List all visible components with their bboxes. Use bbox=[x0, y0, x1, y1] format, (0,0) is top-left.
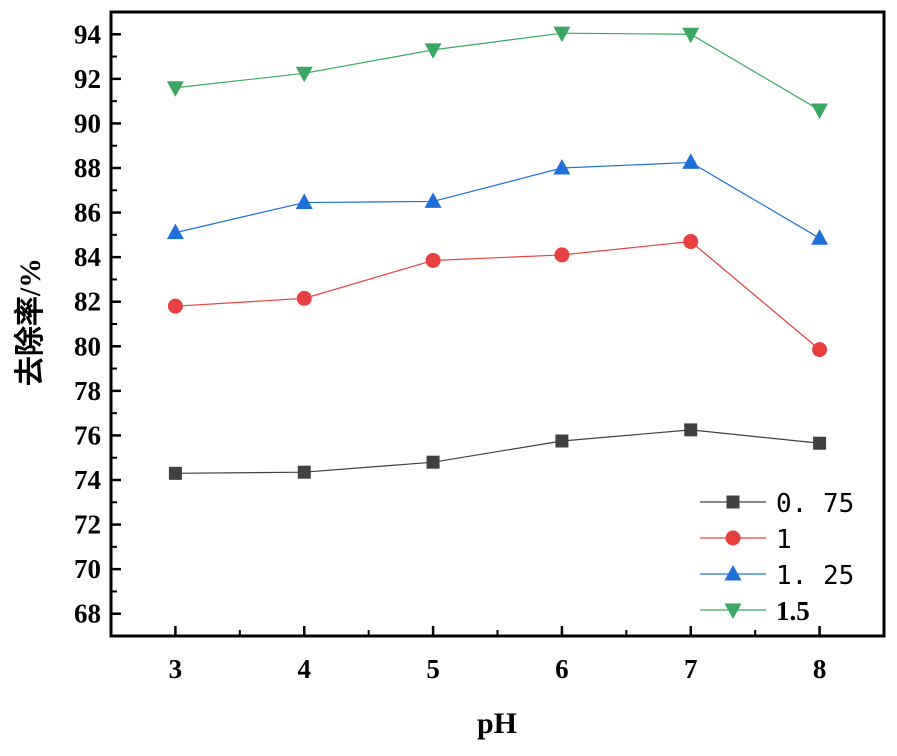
y-tick-label: 92 bbox=[74, 64, 101, 94]
legend-item: 1. 25 bbox=[700, 561, 854, 591]
y-tick-label: 70 bbox=[74, 554, 101, 584]
data-point bbox=[167, 298, 183, 314]
x-axis: 3 4 5 6 7 8 bbox=[169, 626, 827, 684]
legend-item: 0. 75 bbox=[700, 489, 854, 519]
legend-marker bbox=[726, 495, 740, 509]
y-tick-label: 84 bbox=[74, 242, 101, 272]
plot-frame bbox=[109, 10, 886, 638]
y-axis: 68 70 72 74 76 78 80 82 84 86 88 90 92 94 bbox=[74, 19, 121, 629]
x-tick-label: 7 bbox=[684, 654, 698, 684]
series-1 bbox=[167, 234, 828, 358]
series-group bbox=[166, 26, 829, 480]
series-1-5 bbox=[166, 26, 829, 120]
x-tick-label: 6 bbox=[555, 654, 569, 684]
legend-item: 1.5 bbox=[700, 596, 810, 626]
data-point bbox=[424, 192, 442, 208]
data-point bbox=[168, 466, 182, 480]
y-tick-label: 68 bbox=[74, 599, 101, 629]
legend-marker bbox=[724, 565, 742, 581]
y-tick-label: 82 bbox=[74, 287, 101, 317]
series-line bbox=[175, 32, 820, 111]
data-point bbox=[424, 43, 442, 59]
data-point bbox=[554, 247, 570, 263]
data-point bbox=[682, 27, 700, 44]
legend-label: 1.5 bbox=[776, 596, 810, 626]
y-tick-label: 72 bbox=[74, 510, 101, 540]
y-tick-label: 74 bbox=[74, 465, 101, 495]
data-point bbox=[297, 465, 311, 479]
y-tick-label: 78 bbox=[74, 376, 101, 406]
series-0-75 bbox=[168, 423, 827, 480]
y-tick-label: 88 bbox=[74, 153, 101, 183]
data-point bbox=[426, 455, 440, 469]
data-point bbox=[555, 434, 569, 448]
series-1-25 bbox=[166, 153, 829, 245]
y-tick-label: 90 bbox=[74, 108, 101, 138]
data-point bbox=[553, 159, 571, 175]
y-tick-label: 94 bbox=[74, 19, 101, 49]
data-point bbox=[425, 252, 441, 268]
y-axis-title: 去除率/% bbox=[13, 258, 47, 386]
series-line bbox=[175, 161, 820, 239]
data-point bbox=[684, 423, 698, 437]
data-point bbox=[811, 229, 829, 245]
x-tick-label: 3 bbox=[169, 654, 183, 684]
data-point bbox=[295, 193, 313, 210]
series-line bbox=[175, 429, 820, 474]
data-point bbox=[812, 342, 828, 358]
data-point bbox=[811, 103, 829, 120]
x-tick-label: 8 bbox=[813, 654, 827, 684]
series-line bbox=[175, 240, 820, 351]
data-point bbox=[813, 436, 827, 450]
data-point bbox=[683, 234, 699, 250]
y-tick-label: 80 bbox=[74, 331, 101, 361]
data-point bbox=[682, 153, 700, 169]
x-tick-label: 4 bbox=[298, 654, 312, 684]
data-point bbox=[296, 290, 312, 306]
data-point bbox=[166, 223, 184, 240]
legend-label: 0. 75 bbox=[776, 489, 854, 519]
legend-marker bbox=[724, 603, 742, 619]
legend-label: 1 bbox=[776, 525, 792, 555]
data-point bbox=[553, 26, 571, 43]
y-tick-label: 76 bbox=[74, 420, 101, 450]
x-tick-label: 5 bbox=[426, 654, 440, 684]
legend-label: 1. 25 bbox=[776, 561, 854, 591]
legend-marker bbox=[725, 530, 741, 546]
data-point bbox=[166, 81, 184, 97]
y-tick-label: 86 bbox=[74, 198, 101, 228]
legend: 0. 75 1 1. 25 1.5 bbox=[700, 489, 854, 626]
legend-item: 1 bbox=[700, 525, 792, 555]
data-point bbox=[295, 66, 313, 83]
x-axis-title: pH bbox=[477, 707, 517, 740]
